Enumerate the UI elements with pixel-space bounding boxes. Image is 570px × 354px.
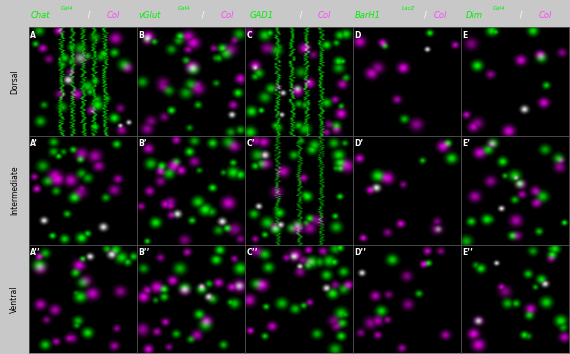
Text: Col: Col <box>539 11 552 20</box>
Text: B’’: B’’ <box>139 248 150 257</box>
Text: A: A <box>30 30 36 40</box>
Text: A’’: A’’ <box>30 248 41 257</box>
Text: /: / <box>424 11 427 20</box>
Text: E’’: E’’ <box>463 248 474 257</box>
Text: Gal4: Gal4 <box>61 6 74 11</box>
Text: B: B <box>139 30 144 40</box>
Text: Chat: Chat <box>31 11 50 20</box>
Text: Ventral: Ventral <box>10 285 19 313</box>
Text: Col: Col <box>318 11 332 20</box>
Text: Col: Col <box>107 11 120 20</box>
Text: /: / <box>296 11 304 20</box>
Text: E’: E’ <box>463 139 471 148</box>
Text: BarH1: BarH1 <box>355 11 381 20</box>
Text: Dorsal: Dorsal <box>10 69 19 94</box>
Text: Gal4: Gal4 <box>178 6 190 11</box>
Text: B’: B’ <box>139 139 147 148</box>
Text: C’’: C’’ <box>246 248 258 257</box>
Text: D’: D’ <box>355 139 364 148</box>
Text: Intermediate: Intermediate <box>10 165 19 215</box>
Text: /: / <box>85 11 93 20</box>
Text: GAD1: GAD1 <box>250 11 274 20</box>
Text: Gal4: Gal4 <box>493 6 506 11</box>
Text: E: E <box>463 30 468 40</box>
Text: /: / <box>517 11 525 20</box>
Text: A’: A’ <box>30 139 38 148</box>
Text: Col: Col <box>221 11 234 20</box>
Text: C: C <box>246 30 252 40</box>
Text: LacZ: LacZ <box>401 6 414 11</box>
Text: D’’: D’’ <box>355 248 367 257</box>
Text: Dim: Dim <box>466 11 483 20</box>
Text: C’: C’ <box>246 139 255 148</box>
Text: /: / <box>200 11 207 20</box>
Text: D: D <box>355 30 361 40</box>
Text: vGlut: vGlut <box>139 11 161 20</box>
Text: Col: Col <box>434 11 447 20</box>
